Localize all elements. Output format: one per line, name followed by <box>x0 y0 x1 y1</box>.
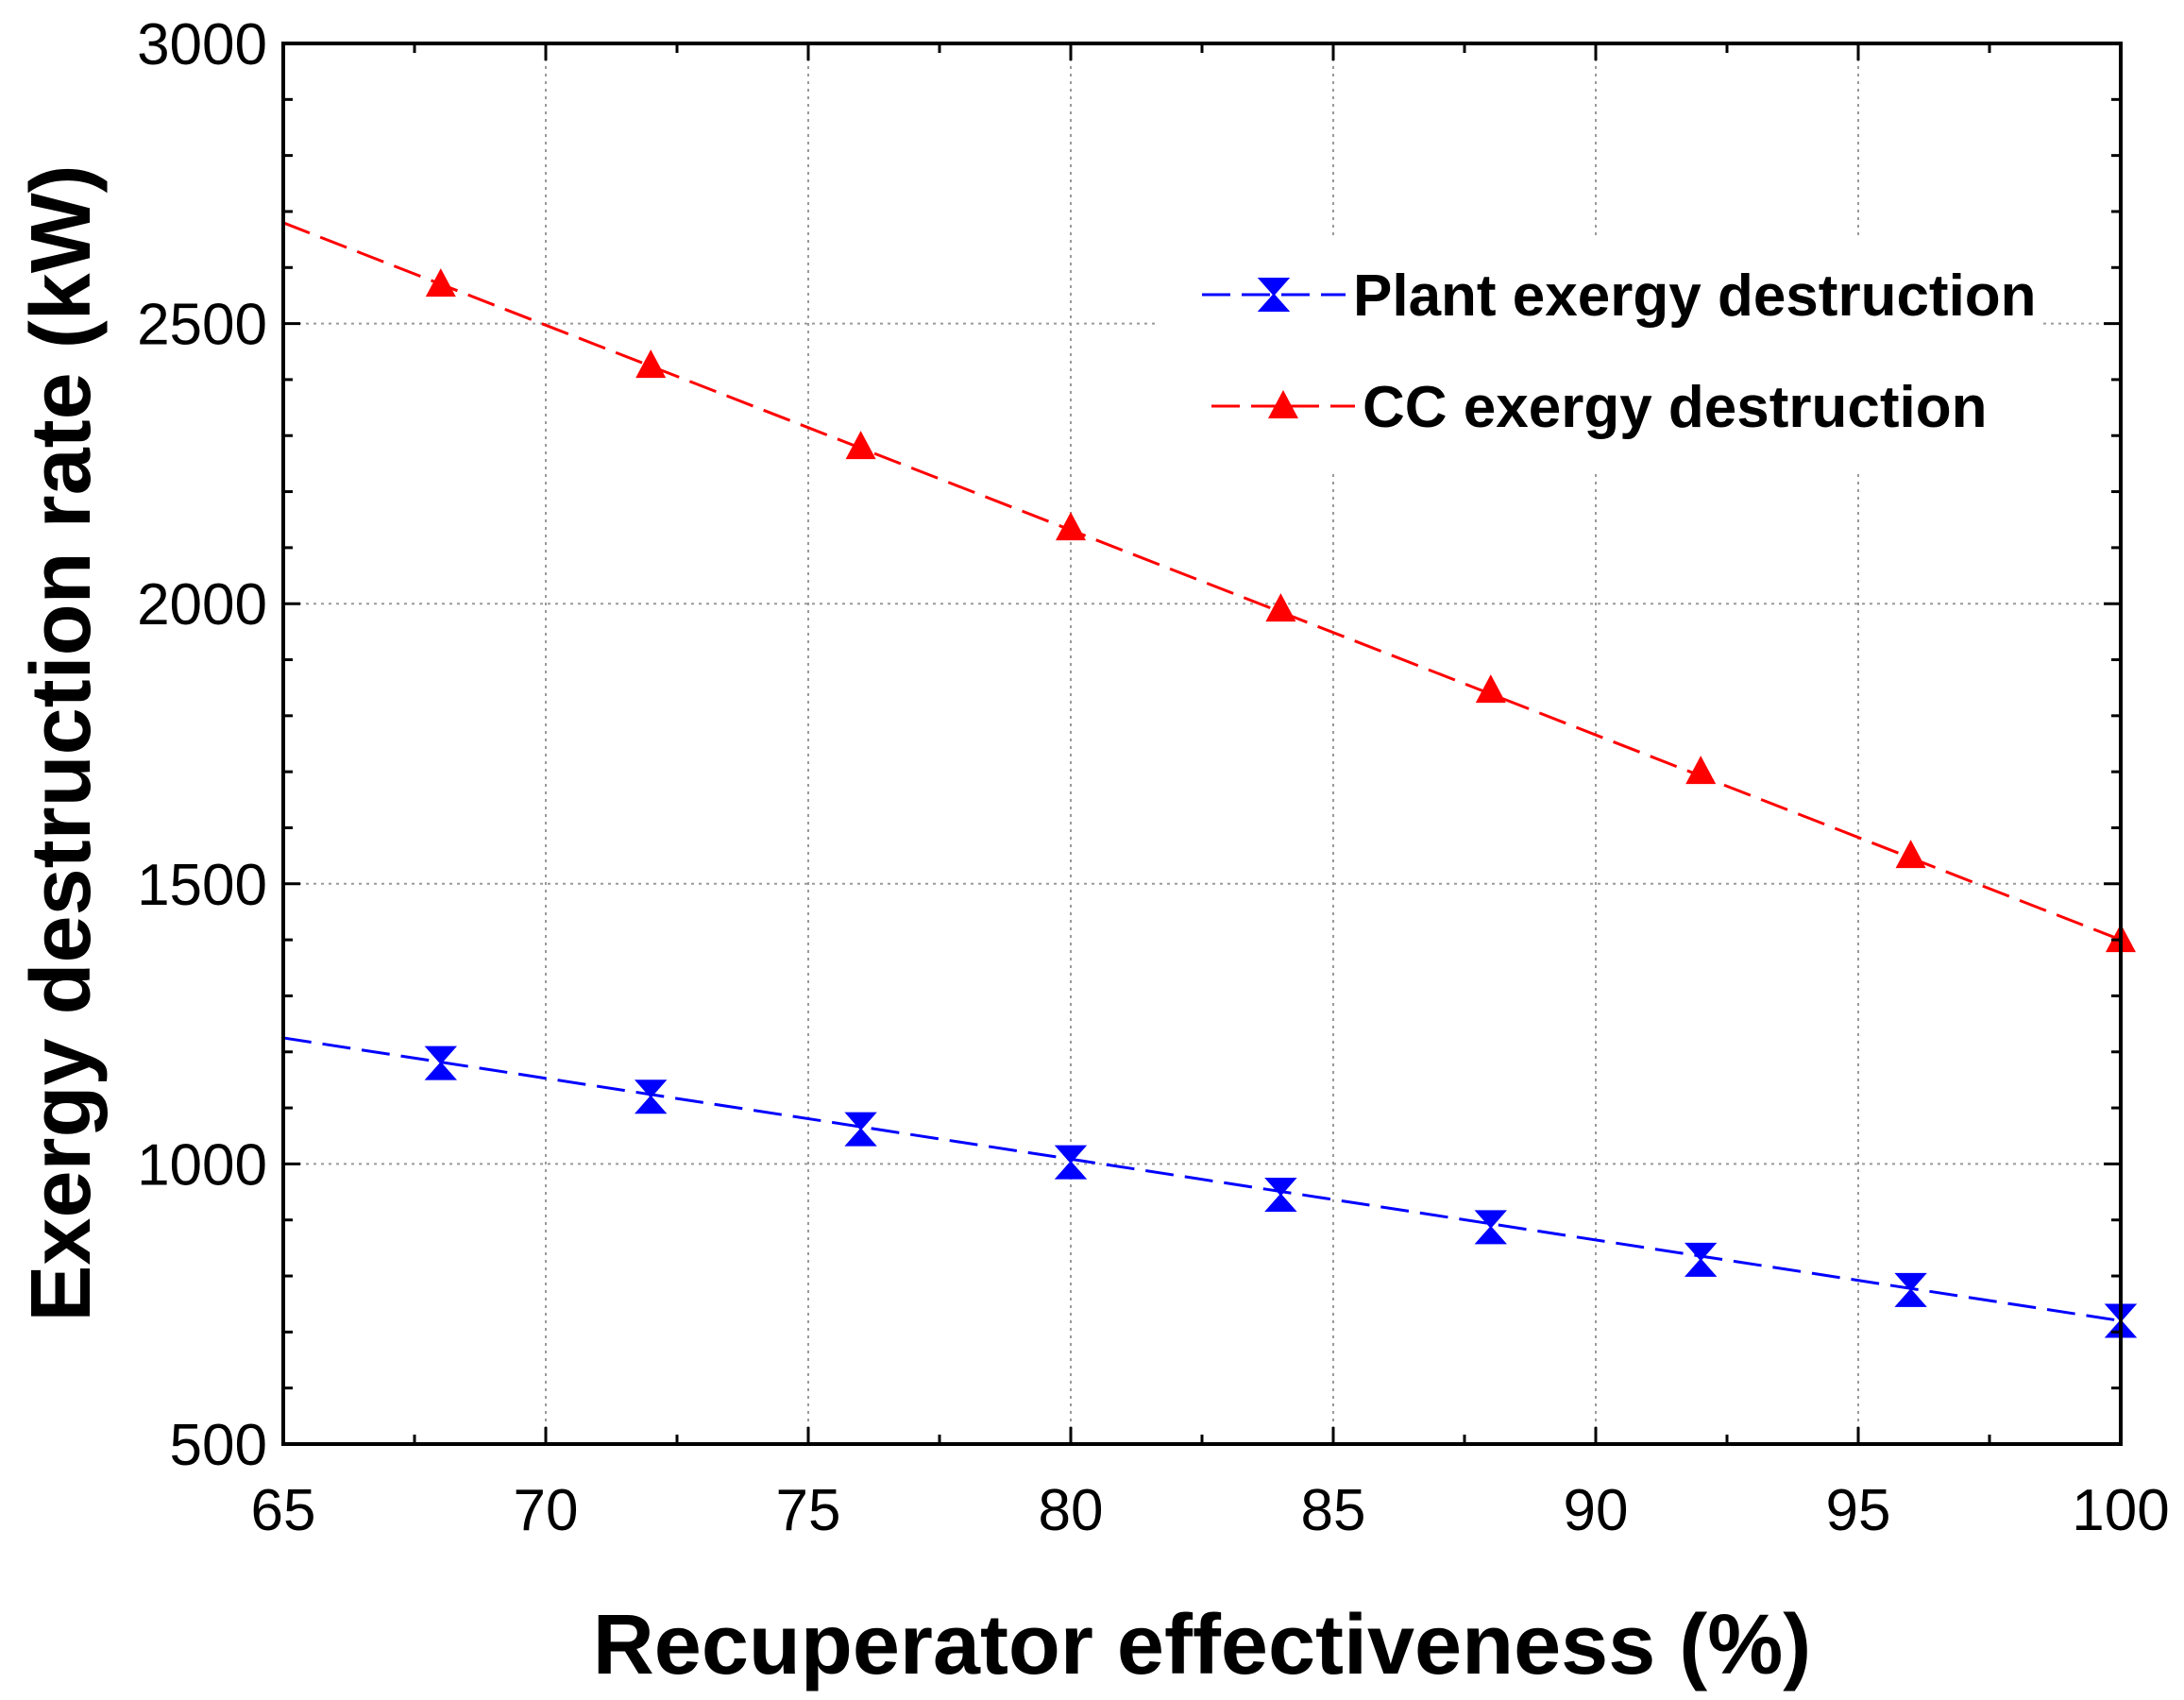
data-point <box>1474 1210 1508 1245</box>
data-point <box>1475 674 1506 704</box>
data-point <box>1894 1272 1927 1307</box>
x-tick-label: 90 <box>1564 1478 1629 1543</box>
x-tick-label: 85 <box>1301 1478 1366 1543</box>
data-point <box>424 1046 458 1080</box>
data-point <box>1685 756 1717 785</box>
y-axis-title: Exergy destruction rate (kW) <box>14 164 109 1321</box>
legend-label: CC exergy destruction <box>1363 375 1988 440</box>
series-line <box>282 1036 2122 1322</box>
legend-entry-2: CC exergy destruction <box>1211 375 1988 440</box>
x-tick-label: 100 <box>2072 1478 2169 1543</box>
y-tick-label: 3000 <box>137 12 267 77</box>
data-point <box>845 431 876 460</box>
data-point <box>1056 512 1086 541</box>
legend-label: Plant exergy destruction <box>1353 264 2037 329</box>
data-point <box>1264 1178 1297 1213</box>
data-point <box>1268 390 1298 418</box>
ticks-layer: 65 70 75 80 85 90 95 100 500 1000 1500 2000 2500 3000 <box>137 12 2170 1543</box>
x-axis-title: Recuperator effectiveness (%) <box>593 1598 1811 1692</box>
y-tick-label: 2500 <box>137 293 267 358</box>
x-tick-label: 80 <box>1039 1478 1104 1543</box>
data-point <box>1684 1242 1718 1277</box>
legend: Plant exergy destruction CC exergy destru… <box>1157 236 2040 472</box>
data-point <box>1265 593 1296 622</box>
legend-entry-1: Plant exergy destruction <box>1202 264 2037 329</box>
series-1 <box>282 1036 2138 1338</box>
series-line <box>282 221 2122 942</box>
data-point <box>425 268 456 298</box>
data-point <box>844 1112 877 1147</box>
x-tick-label: 70 <box>514 1478 579 1543</box>
y-tick-label: 2000 <box>137 572 267 638</box>
x-tick-label: 65 <box>251 1478 316 1543</box>
y-tick-label: 1500 <box>137 853 267 918</box>
x-tick-label: 75 <box>776 1478 841 1543</box>
data-point <box>634 1080 668 1114</box>
y-tick-label: 500 <box>170 1413 267 1478</box>
data-point <box>1054 1145 1088 1180</box>
y-tick-label: 1000 <box>137 1132 267 1198</box>
series-layer <box>282 221 2138 1338</box>
legend-background <box>1157 236 2040 472</box>
data-point <box>1895 840 1926 869</box>
data-point <box>1257 278 1291 312</box>
x-tick-label: 95 <box>1826 1478 1891 1543</box>
data-point <box>635 349 667 379</box>
